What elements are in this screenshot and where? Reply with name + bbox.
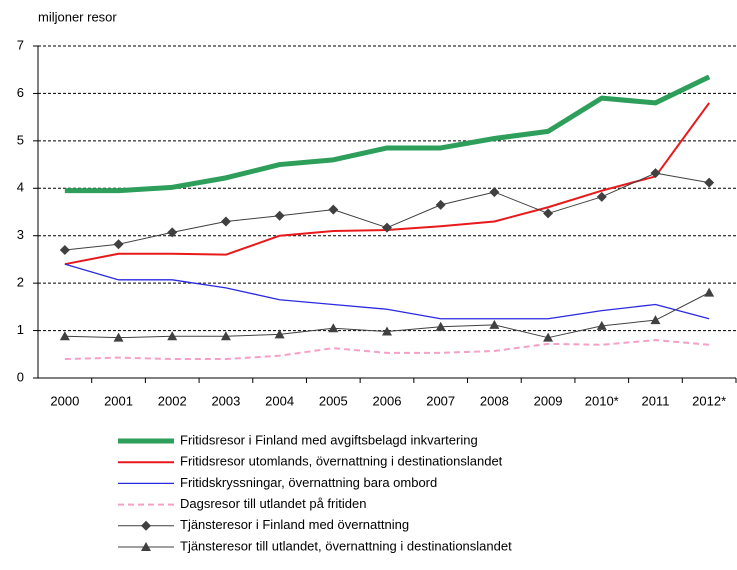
y-tick-label: 2 [17,275,24,290]
x-tick-label: 2004 [265,393,294,408]
legend-label: Tjänsteresor i Finland med övernattning [180,517,409,532]
data-point [650,168,661,179]
legend-label: Fritidsresor i Finland med avgiftsbelagd… [180,432,478,447]
x-tick-label: 2007 [426,393,455,408]
series-line [64,74,711,194]
data-point [113,239,124,250]
x-tick-label: 2003 [211,393,240,408]
y-tick-label: 4 [17,180,24,195]
legend-marker [141,542,151,551]
series-line [64,263,710,320]
x-tick-label: 2011 [641,393,669,408]
data-point [543,208,554,219]
legend-label: Dagsresor till utlandet på fritiden [180,496,366,511]
data-point [59,244,70,255]
data-point [596,320,607,330]
data-point [220,216,231,227]
x-tick-label: 2009 [534,393,563,408]
data-point [704,177,715,188]
data-point [220,331,231,341]
data-point [543,332,554,342]
x-tick-label: 2012* [692,393,726,408]
y-tick-label: 0 [17,369,24,384]
data-point [328,323,339,333]
x-tick-label: 2006 [373,393,402,408]
legend-label: Fritidsresor utomlands, övernattning i d… [180,454,503,469]
data-point [167,331,178,341]
x-tick-label: 2005 [319,393,348,408]
y-tick-label: 5 [17,132,24,147]
data-point [489,319,500,329]
data-point [435,199,446,210]
y-tick-label: 3 [17,227,24,242]
y-tick-label: 1 [17,322,24,337]
legend-label: Tjänsteresor till utlandet, övernattning… [180,538,512,553]
data-point [59,331,70,341]
data-point [435,321,446,331]
y-tick-label: 7 [17,37,24,52]
data-point [113,332,124,342]
y-axis-label: miljoner resor [38,9,117,24]
x-tick-label: 2000 [50,393,79,408]
x-tick-label: 2002 [158,393,187,408]
data-point [167,227,178,238]
data-point [650,315,661,325]
data-point [382,222,392,233]
series-line [64,102,710,266]
x-tick-label: 2001 [104,393,133,408]
data-point [489,187,500,198]
y-tick-label: 6 [17,85,24,100]
data-point [704,287,715,297]
series-line [64,172,710,251]
legend-label: Fritidskryssningar, övernattning bara om… [180,475,437,490]
x-tick-label: 2008 [480,393,509,408]
x-tick-label: 2010* [585,393,619,408]
data-point [382,326,392,336]
data-point [274,329,285,339]
data-point [328,204,339,215]
data-point [596,191,607,202]
data-point [274,210,285,221]
series-line [64,339,710,361]
legend-marker [141,520,151,531]
